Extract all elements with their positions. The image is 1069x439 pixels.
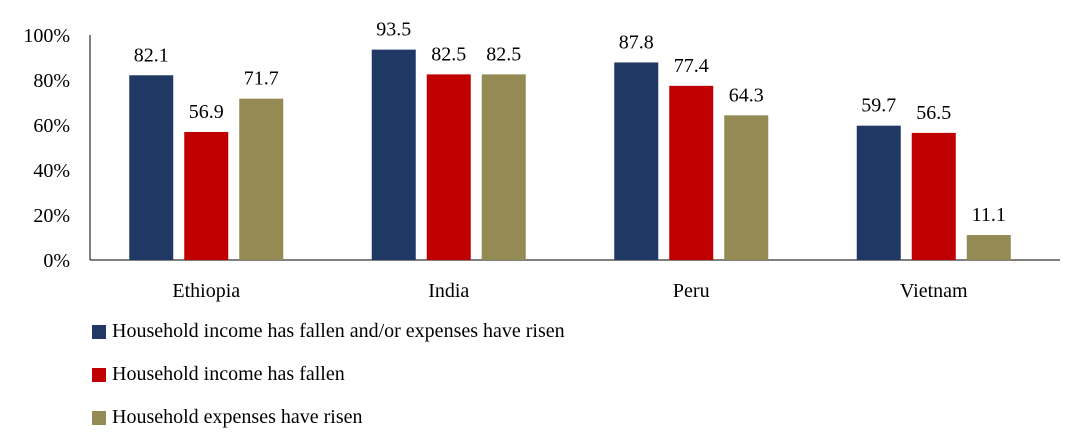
bar-vietnam-series-2: [966, 235, 1011, 260]
legend-label-series-1: Household income has fallen: [112, 363, 345, 385]
x-tick-label: Vietnam: [900, 280, 968, 302]
bar-peru-series-2: [724, 115, 769, 260]
bar-india-series-0: [371, 49, 416, 260]
legend-label-series-0: Household income has fallen and/or expen…: [112, 320, 565, 342]
data-label: 56.9: [189, 101, 224, 123]
legend-swatch-series-2: [92, 410, 106, 425]
x-tick-label: Ethiopia: [172, 280, 240, 302]
legend-item-series-2: Household expenses have risen: [92, 396, 565, 439]
legend-label-series-2: Household expenses have risen: [112, 406, 363, 428]
data-label: 77.4: [674, 55, 709, 77]
data-label: 87.8: [619, 31, 654, 53]
data-label: 82.5: [431, 43, 466, 65]
bar-india-series-1: [426, 74, 471, 260]
x-tick-label: India: [428, 280, 469, 302]
bar-peru-series-0: [614, 62, 659, 261]
legend-item-series-0: Household income has fallen and/or expen…: [92, 310, 565, 353]
data-label: 59.7: [861, 95, 896, 117]
data-label: 82.5: [486, 43, 521, 65]
legend: Household income has fallen and/or expen…: [92, 310, 565, 439]
x-tick-label: Peru: [673, 280, 710, 302]
bar-vietnam-series-0: [856, 125, 901, 260]
y-tick-label: 80%: [33, 70, 70, 92]
data-label: 56.5: [916, 102, 951, 124]
y-tick-label: 100%: [23, 25, 70, 47]
bar-vietnam-series-1: [911, 132, 956, 260]
bar-chart-svg: 0% 20% 40% 60% 80% 100% 82.1 56.9 71.7 Ethiopia 93…: [23, 19, 1060, 302]
data-label: 64.3: [729, 84, 764, 106]
y-tick-label: 0%: [43, 250, 70, 272]
bar-india-series-2: [481, 74, 526, 260]
data-label: 82.1: [134, 44, 169, 66]
data-label: 71.7: [244, 68, 279, 90]
bar-ethiopia-series-2: [239, 98, 284, 260]
legend-swatch-series-0: [92, 324, 106, 339]
legend-item-series-1: Household income has fallen: [92, 353, 565, 396]
y-tick-label: 20%: [33, 205, 70, 227]
y-tick-label: 60%: [33, 115, 70, 137]
data-label: 11.1: [972, 204, 1006, 226]
bar-ethiopia-series-1: [184, 131, 229, 260]
bar-ethiopia-series-0: [129, 75, 174, 261]
y-tick-label: 40%: [33, 160, 70, 182]
bar-peru-series-1: [669, 85, 714, 260]
legend-swatch-series-1: [92, 367, 106, 382]
chart: 0% 20% 40% 60% 80% 100% 82.1 56.9 71.7 Ethiopia 93…: [23, 19, 1060, 302]
data-label: 93.5: [376, 19, 411, 41]
